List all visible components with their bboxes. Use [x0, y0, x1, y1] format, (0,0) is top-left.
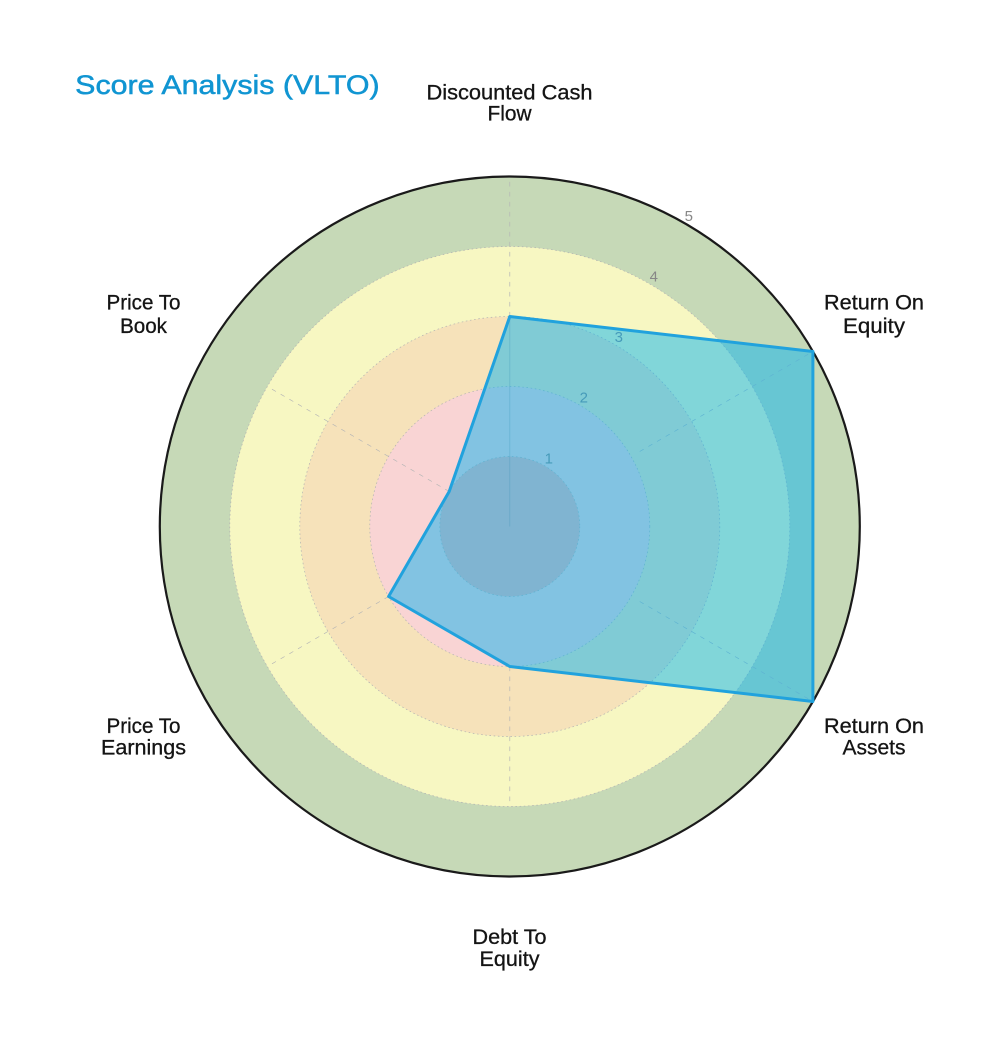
svg-text:3: 3 — [615, 329, 623, 346]
svg-text:4: 4 — [650, 268, 658, 285]
svg-text:Return On: Return On — [824, 292, 924, 315]
svg-text:Return On: Return On — [824, 715, 924, 738]
svg-text:5: 5 — [685, 208, 693, 225]
svg-text:Flow: Flow — [488, 103, 533, 126]
svg-text:Assets: Assets — [843, 736, 906, 759]
svg-text:1: 1 — [545, 450, 553, 467]
svg-text:Price To: Price To — [107, 292, 181, 315]
svg-text:Discounted Cash: Discounted Cash — [427, 82, 593, 105]
svg-text:Earnings: Earnings — [101, 736, 186, 759]
svg-text:Book: Book — [120, 315, 167, 338]
svg-text:Equity: Equity — [843, 315, 906, 338]
svg-text:2: 2 — [580, 390, 588, 407]
svg-text:Debt To: Debt To — [473, 926, 547, 949]
svg-text:Price To: Price To — [107, 715, 181, 738]
svg-text:Equity: Equity — [480, 948, 541, 971]
svg-text:Score Analysis (VLTO): Score Analysis (VLTO) — [75, 70, 380, 100]
